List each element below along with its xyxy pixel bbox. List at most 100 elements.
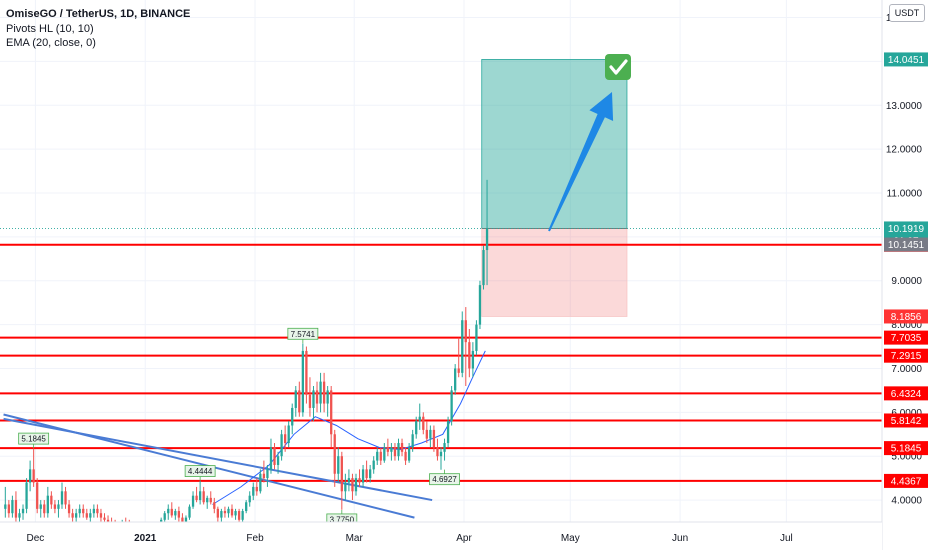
- indicator-ema-label[interactable]: EMA (20, close, 0): [6, 37, 96, 49]
- candle-body: [454, 368, 457, 391]
- candle-body: [21, 508, 25, 514]
- candle-body: [230, 508, 234, 516]
- candle: [262, 460, 266, 483]
- candle: [259, 469, 262, 494]
- level-price-tag: 7.2915: [891, 351, 922, 362]
- candle-body: [475, 324, 478, 351]
- stop-zone[interactable]: [481, 228, 628, 317]
- candle: [191, 491, 195, 509]
- candle-body: [18, 513, 21, 518]
- candle: [291, 403, 294, 435]
- candle-body: [276, 456, 280, 465]
- price-tick-label: 8.0000: [891, 320, 922, 331]
- candle-body: [365, 469, 368, 479]
- level-price-tag-bg: [884, 413, 928, 428]
- price-tick-label: 12.0000: [886, 145, 923, 156]
- candle-body: [216, 508, 219, 518]
- candle-body: [464, 320, 467, 343]
- candle-body: [298, 390, 301, 413]
- trendline[interactable]: [3, 417, 433, 502]
- candle: [439, 447, 443, 470]
- level-price-tag-bg: [884, 348, 928, 363]
- candle-body: [446, 421, 450, 444]
- candle: [280, 429, 283, 461]
- currency-button[interactable]: USDT: [889, 4, 925, 22]
- candle-body: [319, 381, 322, 404]
- level-price-tag: 5.1845: [891, 444, 922, 455]
- candle: [369, 464, 372, 483]
- price-axis-bg: [882, 0, 932, 550]
- candle-body: [248, 495, 251, 503]
- candle-body: [36, 482, 39, 509]
- candle-body: [358, 478, 361, 483]
- candle-body: [25, 482, 28, 509]
- candle-body: [478, 285, 482, 325]
- candle-body: [383, 447, 386, 461]
- candle: [475, 320, 478, 356]
- symbol-title[interactable]: OmiseGO / TetherUS, 1D, BINANCE: [6, 8, 191, 20]
- candle: [393, 443, 397, 461]
- candle: [188, 504, 191, 520]
- candle: [170, 502, 173, 518]
- candle: [252, 482, 255, 501]
- candle: [457, 337, 460, 378]
- candle: [386, 438, 390, 457]
- candle: [461, 311, 464, 378]
- candle-body: [60, 491, 64, 505]
- candle: [85, 508, 88, 520]
- candle: [422, 412, 425, 435]
- candle: [167, 504, 170, 520]
- price-tick-label: 6.0000: [891, 408, 922, 419]
- candle-body: [340, 456, 343, 492]
- candle: [365, 460, 368, 483]
- level-price-tag: 4.4367: [891, 476, 922, 487]
- candle-body: [220, 511, 223, 518]
- candle-body: [429, 429, 432, 439]
- candle-body: [372, 460, 375, 470]
- candle-body: [301, 350, 305, 413]
- candle: [397, 438, 400, 461]
- target-zone[interactable]: [481, 59, 628, 229]
- candle: [390, 443, 393, 461]
- time-tick-label: Mar: [346, 533, 364, 544]
- candle: [78, 504, 81, 518]
- level-price-tag-bg: [884, 473, 928, 488]
- time-tick-label: Feb: [246, 533, 264, 544]
- candle-body: [305, 350, 308, 395]
- candle-body: [71, 513, 74, 518]
- candle: [273, 443, 276, 470]
- candle-body: [206, 497, 209, 503]
- candle: [237, 508, 241, 522]
- price-tick-label: 5.0000: [891, 452, 922, 463]
- candle-body: [294, 390, 297, 408]
- grid: [0, 0, 882, 522]
- candle: [376, 447, 379, 465]
- candle-body: [195, 495, 198, 501]
- candle-body: [174, 511, 177, 516]
- indicator-pivots-label[interactable]: Pivots HL (10, 10): [6, 23, 94, 35]
- stop-price-tag-bg: [884, 309, 928, 324]
- candle-body: [64, 491, 67, 505]
- pivot-value: 7.5741: [291, 330, 316, 339]
- target-price-tag: 14.0451: [888, 55, 925, 66]
- candle: [308, 377, 312, 417]
- candle: [255, 478, 258, 496]
- candle: [223, 506, 227, 518]
- candle-body: [75, 513, 78, 518]
- candle: [351, 473, 354, 501]
- candle: [28, 460, 32, 492]
- candle-body: [14, 500, 18, 518]
- candle: [319, 372, 322, 413]
- candle-body: [291, 407, 294, 426]
- candle: [407, 443, 411, 463]
- pivot-value: 4.4444: [188, 467, 213, 476]
- candle: [326, 386, 329, 417]
- candle-body: [11, 500, 14, 514]
- candle: [344, 473, 347, 501]
- pivot-value: 3.7750: [330, 515, 355, 524]
- candle-body: [241, 511, 244, 520]
- candle-body: [89, 513, 92, 518]
- candle: [454, 364, 457, 395]
- candle-body: [322, 381, 326, 404]
